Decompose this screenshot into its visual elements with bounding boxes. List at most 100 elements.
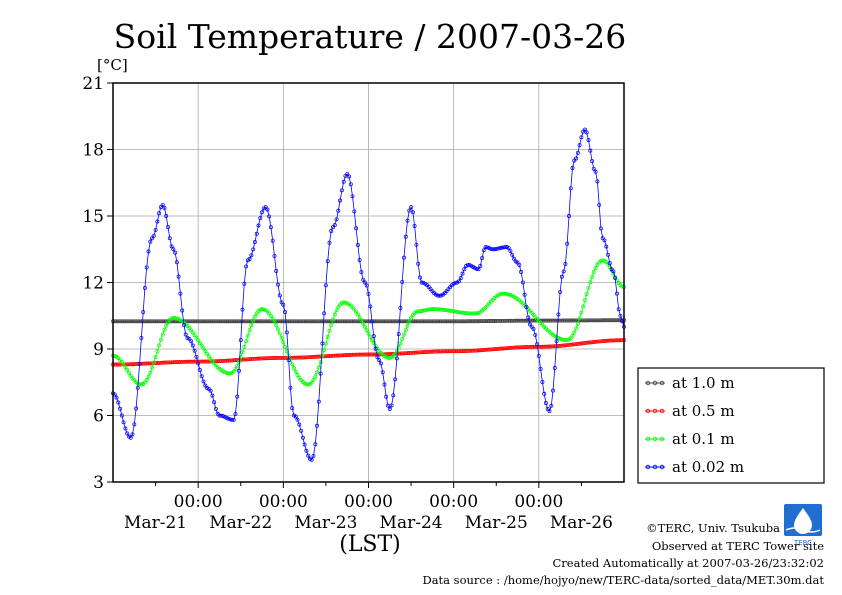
series-point [139,335,144,340]
series-point [197,368,202,372]
series-point [334,308,339,313]
series-point [405,351,410,356]
series-point [606,318,610,323]
series-point [254,311,259,316]
series-point [252,314,257,319]
series-point [476,267,481,272]
series-point [570,342,575,347]
series-point [597,202,602,207]
series-point [189,339,194,344]
series-point [222,414,227,419]
series-point [276,282,280,287]
series-point [242,344,247,349]
series-point [510,318,515,323]
series-point [226,416,231,421]
series-point [320,354,325,359]
series-point [194,335,199,340]
series-point [565,343,570,348]
series-point [441,307,445,312]
series-point [114,319,119,324]
series-point [224,370,229,375]
series-point [559,274,564,279]
series-point [575,321,580,326]
series-point [197,341,202,345]
series-point [208,356,213,361]
series-point [185,359,190,364]
series-point [373,346,378,351]
series-point [558,318,563,323]
series-point [462,310,467,315]
series-point [402,255,406,260]
series-point [219,413,224,418]
series-point [352,352,357,357]
series-point [593,169,598,174]
series-point [418,309,422,314]
series-point [595,262,600,267]
series-point [588,148,593,153]
series-point [233,319,238,324]
series-point [543,318,548,323]
terc-logo: TERC [784,504,822,547]
series-point [508,345,513,350]
series-point [265,207,270,212]
series-point [268,356,273,361]
series-point [577,341,582,346]
series-point [261,319,266,324]
series-point [419,309,424,313]
series-point [504,291,509,296]
series-point [508,318,513,323]
series-point [187,336,192,341]
water-drop-icon [794,508,812,534]
series-point [252,240,257,244]
series-point [316,354,321,359]
series-point [144,265,149,270]
series-point [213,319,218,324]
series-point [370,352,374,357]
grid-lines [113,83,624,482]
series-point [551,388,555,393]
series-point [418,275,422,280]
series-point [565,241,570,246]
series-point [171,316,176,320]
series-point [476,319,481,324]
series-point [563,318,568,323]
series-point [125,431,130,436]
series-point [368,334,373,339]
series-point [199,319,204,324]
series-point [286,358,291,363]
series-point [607,318,612,323]
series-point [254,319,259,324]
series-point [205,359,209,364]
series-point [414,309,419,314]
series-point [329,353,334,358]
series-point [309,355,314,359]
series-point [402,332,406,337]
series-point [277,331,282,336]
series-point [559,337,564,342]
series-point [508,293,513,297]
series-point [614,338,619,343]
series-point [290,319,295,324]
series-point [135,319,140,324]
y-tick-label: 9 [93,340,104,360]
series-point [614,318,619,323]
series-point [245,357,250,362]
series-point [322,311,327,316]
series-point [575,150,580,155]
series-point [237,368,241,373]
series-point [565,318,570,323]
series-point [249,323,254,328]
series-point [192,359,197,364]
series-point [538,344,543,349]
series-point [355,243,360,247]
series-point [221,358,225,363]
series-point [570,318,575,323]
legend-marker [659,408,665,414]
series-point [142,319,147,324]
series-point [261,356,266,361]
series-point [185,319,190,324]
series-point [474,348,479,353]
series-point [542,391,547,396]
series-point [377,319,382,324]
series-point [364,283,369,288]
